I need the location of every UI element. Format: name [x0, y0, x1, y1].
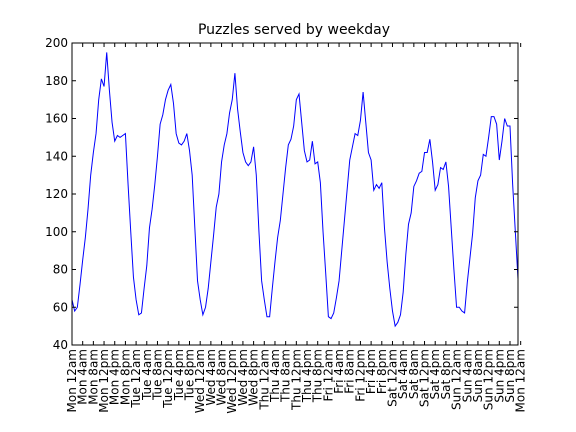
- x-tick-label: Wed 12pm: [225, 349, 239, 414]
- x-tick-label: Mon 8pm: [118, 349, 132, 405]
- y-tick-label: 160: [45, 112, 68, 126]
- x-tick-label: Fri 4pm: [364, 349, 378, 394]
- x-tick-label: Mon 4am: [76, 349, 90, 405]
- x-tick-label: Mon 4pm: [108, 349, 122, 405]
- plot-area: [71, 52, 519, 328]
- x-tick-label: Sat 8pm: [439, 349, 453, 399]
- y-tick-label: 120: [45, 187, 68, 201]
- y-tick-label: 80: [53, 263, 68, 277]
- y-tick-label: 180: [45, 74, 68, 88]
- x-tick-label: Sat 4am: [396, 349, 410, 399]
- x-tick-label: Tue 8am: [150, 349, 164, 401]
- x-tick-label: Thu 12pm: [289, 349, 303, 411]
- x-tick-label: Mon 8am: [86, 349, 100, 405]
- x-tick-label: Wed 4pm: [236, 349, 250, 406]
- x-tick-label: Fri 12pm: [353, 349, 367, 402]
- x-tick-label: Thu 8pm: [311, 349, 325, 403]
- x-tick-label: Mon 12am: [514, 349, 528, 412]
- x-tick-label: Wed 8am: [215, 349, 229, 406]
- y-tick-label: 140: [45, 149, 68, 163]
- x-tick-label: Sat 12pm: [418, 349, 432, 407]
- y-axis: 40 60 80 100 120 140 160 180 200: [45, 36, 518, 352]
- x-tick-label: Sun 12am: [450, 349, 464, 410]
- x-tick-label: Sun 8pm: [503, 349, 517, 403]
- chart-title: Puzzles served by weekday: [198, 22, 390, 38]
- x-tick-label: Sun 8am: [471, 349, 485, 402]
- x-tick-label: Tue 12pm: [161, 349, 175, 409]
- x-tick-label: Tue 8pm: [183, 349, 197, 401]
- y-tick-label: 200: [45, 36, 68, 50]
- x-tick-label: Sun 12pm: [482, 349, 496, 410]
- x-tick-label: Fri 8am: [343, 349, 357, 394]
- x-tick-label: Wed 4am: [204, 349, 218, 406]
- x-tick-label: Sat 12am: [385, 349, 399, 407]
- series-line: [71, 52, 519, 328]
- x-tick-label: Thu 8am: [279, 349, 293, 403]
- x-tick-label: Sun 4am: [460, 349, 474, 402]
- x-tick-label: Thu 4pm: [300, 349, 314, 403]
- x-tick-label: Sat 8am: [407, 349, 421, 399]
- x-tick-label: Tue 4am: [140, 349, 154, 401]
- x-tick-label: Thu 4am: [268, 349, 282, 403]
- x-tick-label: Wed 8pm: [247, 349, 261, 406]
- y-tick-label: 100: [45, 225, 68, 239]
- x-tick-label: Thu 12am: [257, 349, 271, 411]
- x-tick-label: Mon 12pm: [97, 349, 111, 413]
- x-tick-label: Fri 8pm: [375, 349, 389, 394]
- x-tick-label: Fri 12am: [321, 349, 335, 401]
- y-tick-label: 40: [53, 338, 68, 352]
- x-tick-label: Fri 4am: [332, 349, 346, 394]
- plot-frame: [71, 42, 519, 346]
- x-tick-label: Tue 4pm: [172, 349, 186, 401]
- x-tick-label: Sat 4pm: [428, 349, 442, 399]
- x-tick-label: Sun 4pm: [492, 349, 506, 403]
- y-tick-label: 60: [53, 300, 68, 314]
- x-tick-label: Mon 12am: [65, 349, 79, 412]
- x-tick-label: Wed 12am: [193, 349, 207, 413]
- x-tick-label: Tue 12am: [129, 349, 143, 409]
